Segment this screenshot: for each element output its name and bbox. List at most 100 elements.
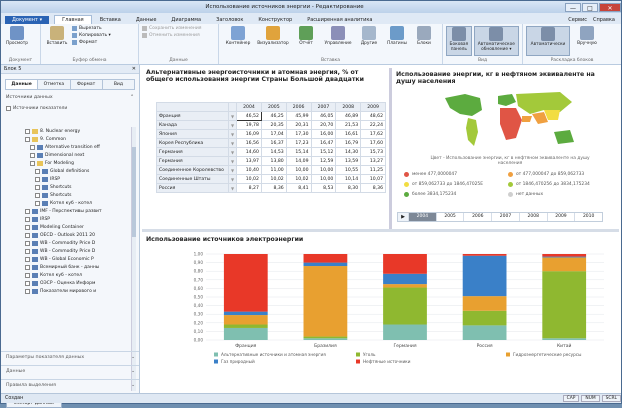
- auto-layout-button[interactable]: Автоматически: [526, 26, 570, 56]
- table-cell[interactable]: 8,27: [236, 183, 262, 193]
- table-cell[interactable]: 10,02: [260, 174, 287, 184]
- map-legend-item[interactable]: более 3834,175234: [404, 192, 456, 197]
- tree-node[interactable]: Всемирный банк - данны: [15, 263, 129, 271]
- table-cell[interactable]: 21,53: [335, 120, 362, 130]
- timeline-year[interactable]: 2005: [435, 213, 464, 221]
- accordion-indicator-params[interactable]: Параметры показателя данных ⌄: [1, 351, 139, 363]
- bar-segment[interactable]: [223, 327, 268, 340]
- save-changes-button[interactable]: Сохранить изменения: [142, 26, 202, 31]
- control-button[interactable]: Управление: [322, 26, 354, 56]
- map-region[interactable]: [544, 110, 560, 120]
- table-cell[interactable]: 13,27: [360, 156, 386, 166]
- discard-changes-button[interactable]: Отменить изменения: [142, 33, 202, 38]
- year-header[interactable]: 2006: [285, 102, 312, 112]
- bar-segment[interactable]: [462, 325, 507, 340]
- accordion-data[interactable]: Данные ⌄: [1, 365, 139, 377]
- timeline-year[interactable]: 2006: [463, 213, 491, 221]
- map-region[interactable]: [516, 92, 572, 114]
- tree-node-checkbox[interactable]: [35, 192, 40, 198]
- tree-node-checkbox[interactable]: [35, 168, 40, 174]
- table-cell[interactable]: 10,00: [310, 174, 337, 184]
- tree-node[interactable]: Alternative transition eff: [15, 143, 129, 151]
- stacked-bar-chart[interactable]: 0,00 0,10 0,20 0,30 0,40 0,50 0,60 0,70 0,80 0,90…: [176, 250, 608, 365]
- format-button[interactable]: Формат: [72, 40, 111, 45]
- table-cell[interactable]: 16,56: [236, 138, 262, 148]
- bar-segment[interactable]: [462, 255, 507, 297]
- legend-label[interactable]: Уголь: [363, 352, 376, 357]
- tree-node[interactable]: WB - Commodity Price D: [15, 239, 129, 247]
- tree-node-checkbox[interactable]: [25, 216, 30, 222]
- year-header[interactable]: 2007: [310, 102, 337, 112]
- tree-node[interactable]: Котел куб - котел: [15, 271, 129, 279]
- table-cell[interactable]: 16,37: [260, 138, 287, 148]
- play-icon[interactable]: ▶: [398, 213, 408, 221]
- table-cell[interactable]: 17,30: [285, 129, 312, 139]
- table-cell[interactable]: 10,40: [236, 165, 262, 175]
- sidebar-toggle-button[interactable]: Боковая панель: [446, 26, 472, 56]
- tab-mark[interactable]: Отметка: [38, 80, 71, 89]
- copy-button[interactable]: Копировать ▾: [72, 33, 111, 38]
- table-cell[interactable]: 15,14: [285, 147, 312, 157]
- table-cell[interactable]: 13,97: [236, 156, 262, 166]
- legend-label[interactable]: Гидроэнергетические ресурсы: [513, 352, 581, 357]
- timeline-year[interactable]: 2008: [518, 213, 547, 221]
- table-cell[interactable]: 16,09: [236, 129, 262, 139]
- bar-segment[interactable]: [542, 257, 587, 272]
- bar-segment[interactable]: [383, 273, 427, 285]
- tab-home[interactable]: Главная: [54, 15, 92, 24]
- tree-node-checkbox[interactable]: [25, 128, 30, 134]
- other-button[interactable]: Другие: [356, 26, 382, 56]
- tree-node-checkbox[interactable]: [25, 232, 30, 238]
- table-cell[interactable]: 8,41: [285, 183, 312, 193]
- table-cell[interactable]: 19,78: [236, 120, 262, 130]
- bar-segment[interactable]: [383, 284, 427, 288]
- tree-node-checkbox[interactable]: [25, 256, 30, 262]
- table-cell[interactable]: 15,73: [360, 147, 386, 157]
- bar-segment[interactable]: [542, 256, 587, 258]
- row-header[interactable]: Германия: [156, 147, 229, 157]
- bar-segment[interactable]: [462, 254, 507, 256]
- table-cell[interactable]: 17,60: [360, 138, 386, 148]
- table-cell[interactable]: 8,36: [360, 183, 386, 193]
- tree-node[interactable]: For Modeling: [15, 159, 129, 167]
- table-cell[interactable]: 10,00: [285, 165, 312, 175]
- row-header[interactable]: Франция: [156, 111, 229, 121]
- table-cell[interactable]: 17,23: [285, 138, 312, 148]
- bar-segment[interactable]: [383, 287, 427, 325]
- horizontal-splitter[interactable]: [142, 229, 619, 232]
- bar-segment[interactable]: [542, 271, 587, 339]
- tree-node[interactable]: 8. Nuclear energy: [15, 127, 129, 135]
- bar-segment[interactable]: [383, 324, 427, 340]
- table-cell[interactable]: 8,53: [310, 183, 337, 193]
- row-header[interactable]: Соединенные Штаты: [156, 174, 229, 184]
- tree-node-checkbox[interactable]: [30, 152, 35, 158]
- maximize-button[interactable]: □: [582, 2, 598, 12]
- tree-node[interactable]: Global definitions: [15, 167, 129, 175]
- map-region[interactable]: [498, 94, 516, 106]
- close-button[interactable]: ✕: [599, 2, 621, 12]
- year-header[interactable]: 2009: [360, 102, 386, 112]
- map-region[interactable]: [466, 118, 478, 146]
- row-header[interactable]: Япония: [156, 129, 229, 139]
- row-header[interactable]: Германия: [156, 156, 229, 166]
- table-cell[interactable]: 16,79: [335, 138, 362, 148]
- table-cell[interactable]: 16,00: [310, 129, 337, 139]
- filter-icon[interactable]: ▼: [227, 129, 238, 139]
- bar-segment[interactable]: [223, 311, 268, 316]
- table-cell[interactable]: 20,35: [260, 120, 287, 130]
- bar-segment[interactable]: [303, 266, 348, 337]
- tree-node-checkbox[interactable]: [30, 160, 35, 166]
- table-cell[interactable]: 45,99: [285, 111, 312, 121]
- bar-segment[interactable]: [383, 254, 427, 274]
- container-button[interactable]: Контейнер: [222, 26, 254, 56]
- row-header[interactable]: Россия: [156, 183, 229, 193]
- table-cell[interactable]: 10,02: [285, 174, 312, 184]
- tree-node-checkbox[interactable]: [25, 240, 30, 246]
- tab-insert[interactable]: Вставка: [99, 17, 121, 23]
- file-menu-button[interactable]: Документ ▾: [5, 16, 50, 24]
- tab-chart[interactable]: Диаграмма: [171, 17, 202, 23]
- map-region[interactable]: [500, 108, 522, 140]
- table-cell[interactable]: 10,14: [335, 174, 362, 184]
- year-header[interactable]: 2004: [236, 102, 262, 112]
- table-cell[interactable]: 8,36: [260, 183, 287, 193]
